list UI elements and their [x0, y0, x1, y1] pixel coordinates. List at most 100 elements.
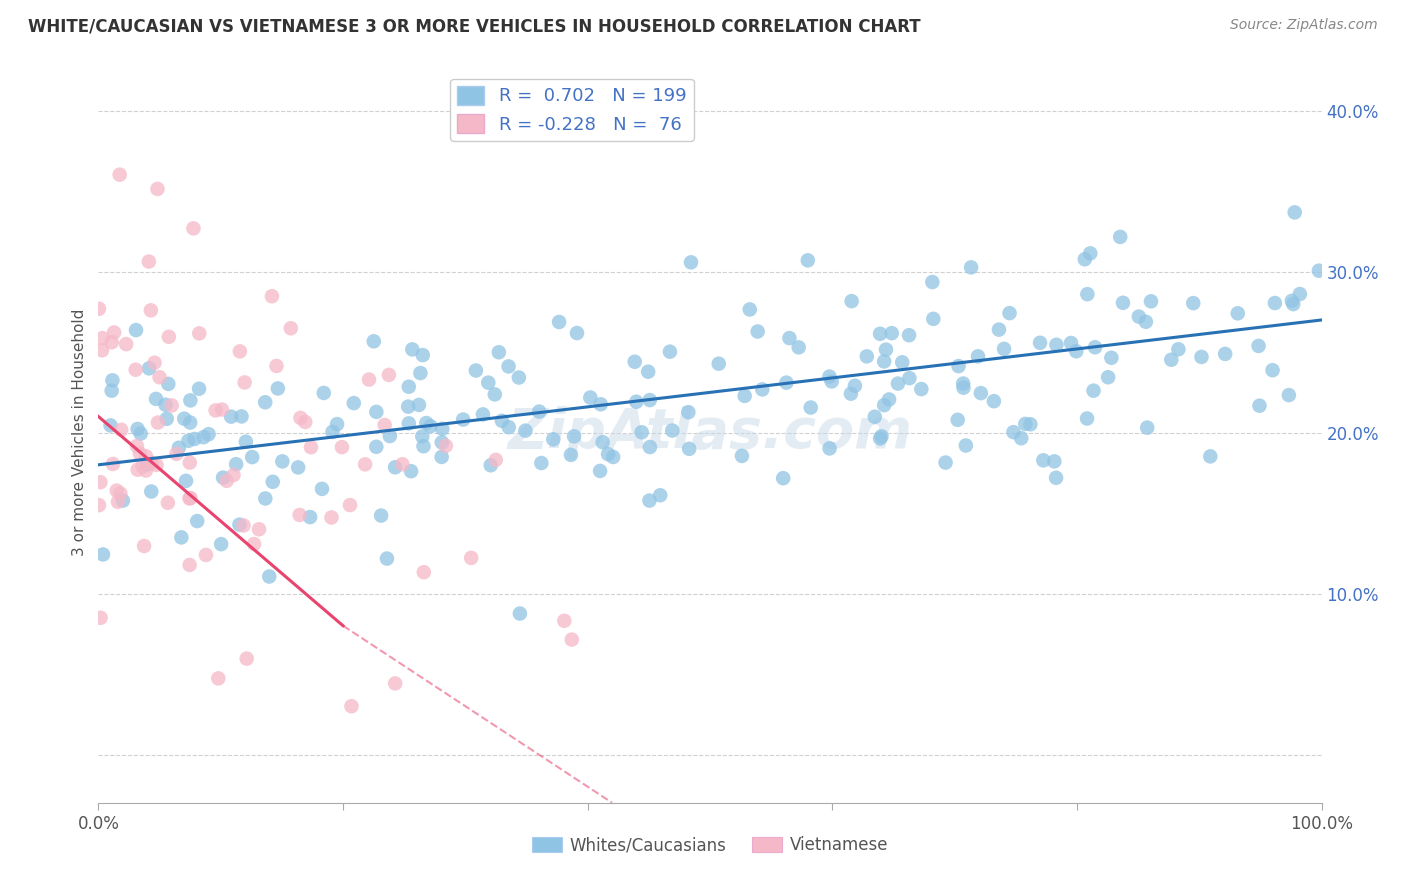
Point — [138, 361, 160, 376]
Point — [375, 551, 398, 566]
Point — [180, 491, 202, 505]
Point — [488, 345, 510, 359]
Point — [548, 315, 571, 329]
Point — [177, 434, 200, 448]
Point — [321, 425, 343, 439]
Point — [1083, 384, 1105, 398]
Point — [589, 464, 612, 478]
Point — [415, 416, 437, 430]
Point — [678, 442, 700, 456]
Point — [1029, 335, 1052, 350]
Point — [530, 456, 553, 470]
Point — [1097, 370, 1119, 384]
Point — [623, 355, 645, 369]
Point — [630, 425, 652, 440]
Point — [1043, 454, 1066, 468]
Point — [1002, 425, 1025, 439]
Point — [970, 386, 993, 401]
Point — [875, 343, 897, 357]
Point — [430, 450, 453, 464]
Point — [891, 355, 914, 369]
Point — [135, 450, 157, 464]
Point — [432, 422, 454, 436]
Point — [312, 386, 335, 401]
Point — [173, 411, 195, 425]
Point — [105, 483, 128, 498]
Point — [366, 405, 388, 419]
Point — [101, 457, 124, 471]
Y-axis label: 3 or more Vehicles in Household: 3 or more Vehicles in Household — [72, 309, 87, 557]
Point — [955, 438, 977, 452]
Point — [778, 331, 800, 345]
Point — [515, 424, 537, 438]
Point — [451, 412, 474, 426]
Point — [91, 548, 114, 562]
Point — [561, 632, 583, 647]
Point — [797, 253, 820, 268]
Point — [197, 427, 219, 442]
Point — [818, 442, 841, 456]
Point — [1019, 417, 1042, 432]
Point — [103, 326, 125, 340]
Point — [873, 398, 896, 412]
Point — [596, 447, 619, 461]
Point — [212, 470, 235, 484]
Point — [111, 493, 134, 508]
Point — [1160, 352, 1182, 367]
Text: Source: ZipAtlas.com: Source: ZipAtlas.com — [1230, 18, 1378, 32]
Point — [484, 387, 506, 401]
Point — [183, 221, 205, 235]
Point — [839, 386, 862, 401]
Point — [529, 404, 551, 418]
Point — [1264, 296, 1286, 310]
Point — [363, 334, 385, 349]
Point — [841, 294, 863, 309]
Point — [326, 417, 349, 431]
Point — [485, 453, 508, 467]
Point — [1014, 417, 1036, 431]
Point — [775, 376, 797, 390]
Point — [243, 537, 266, 551]
Point — [195, 548, 218, 562]
Point — [508, 370, 530, 384]
Point — [398, 380, 420, 394]
Point — [127, 463, 149, 477]
Point — [1112, 295, 1135, 310]
Point — [399, 464, 422, 478]
Point — [91, 331, 114, 345]
Point — [115, 337, 138, 351]
Point — [146, 416, 169, 430]
Point — [1140, 294, 1163, 309]
Point — [339, 498, 361, 512]
Point — [731, 449, 754, 463]
Point — [384, 676, 406, 690]
Point — [357, 373, 380, 387]
Point — [1076, 287, 1098, 301]
Point — [215, 474, 238, 488]
Point — [626, 394, 648, 409]
Point — [228, 517, 250, 532]
Point — [90, 611, 112, 625]
Point — [157, 330, 180, 344]
Point — [124, 362, 146, 376]
Point — [167, 441, 190, 455]
Point — [1128, 310, 1150, 324]
Point — [262, 475, 284, 489]
Point — [378, 429, 401, 443]
Point — [370, 508, 392, 523]
Point — [408, 398, 430, 412]
Point — [679, 255, 702, 269]
Point — [343, 396, 366, 410]
Point — [844, 378, 866, 392]
Point — [141, 484, 163, 499]
Point — [233, 376, 256, 390]
Point — [232, 518, 254, 533]
Point — [910, 382, 932, 396]
Point — [921, 275, 943, 289]
Point — [330, 440, 353, 454]
Point — [1010, 431, 1032, 445]
Point — [479, 458, 502, 473]
Point — [983, 394, 1005, 409]
Point — [101, 373, 124, 387]
Point — [179, 393, 201, 408]
